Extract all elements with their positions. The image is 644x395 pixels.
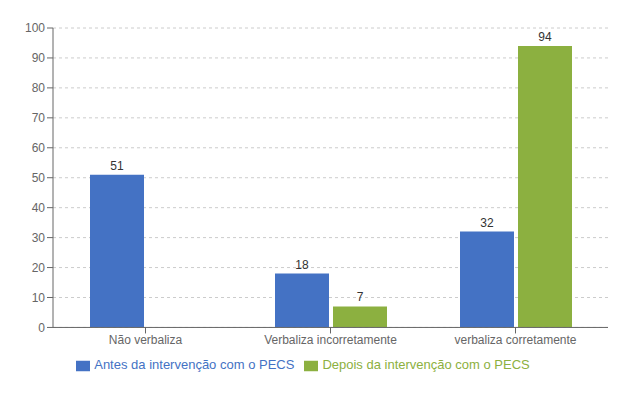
svg-text:Verbaliza incorretamente: Verbaliza incorretamente [264, 333, 397, 347]
svg-text:90: 90 [32, 51, 46, 65]
svg-text:0: 0 [38, 321, 45, 335]
svg-text:7: 7 [357, 290, 364, 304]
svg-text:50: 50 [32, 171, 46, 185]
svg-text:60: 60 [32, 141, 46, 155]
svg-text:10: 10 [32, 291, 46, 305]
svg-text:40: 40 [32, 201, 46, 215]
svg-text:Não verbaliza: Não verbaliza [109, 333, 183, 347]
html-text:Depois da intervenção com o PE: Depois da intervenção com o PECS [322, 357, 530, 373]
svg-text:verbaliza corretamente: verbaliza corretamente [454, 333, 576, 347]
svg-text:70: 70 [32, 111, 46, 125]
svg-text:100: 100 [25, 21, 45, 35]
svg-text:51: 51 [110, 159, 124, 173]
svg-text:80: 80 [32, 81, 46, 95]
svg-text:18: 18 [295, 258, 309, 272]
svg-text:30: 30 [32, 231, 46, 245]
html-text:Antes da intervenção com o PEC: Antes da intervenção com o PECS [94, 357, 295, 373]
svg-text:32: 32 [480, 216, 494, 230]
svg-text:94: 94 [538, 30, 552, 44]
svg-text:20: 20 [32, 261, 46, 275]
